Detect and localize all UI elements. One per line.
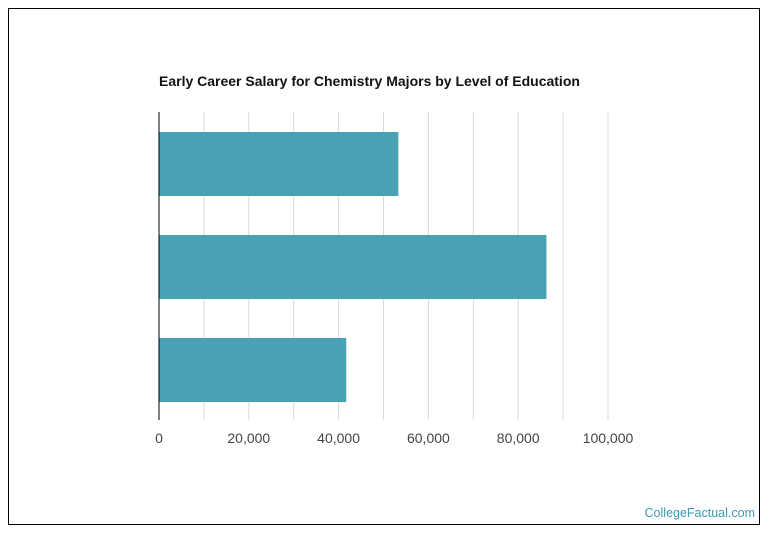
bar[interactable] — [159, 132, 399, 196]
bar[interactable] — [159, 235, 547, 299]
site-credit[interactable]: CollegeFactual.com — [644, 506, 755, 520]
x-tick-label: 40,000 — [317, 430, 360, 446]
bars — [159, 132, 547, 402]
bar[interactable] — [159, 338, 347, 402]
x-tick-label: 0 — [155, 430, 163, 446]
x-tick-label: 60,000 — [407, 430, 450, 446]
chart-title: Early Career Salary for Chemistry Majors… — [159, 73, 580, 89]
x-tick-label: 20,000 — [227, 430, 270, 446]
x-tick-label: 100,000 — [583, 430, 634, 446]
x-tick-label: 80,000 — [497, 430, 540, 446]
x-axis-ticks: 0 20,000 40,000 60,000 80,000 100,000 — [155, 430, 633, 446]
